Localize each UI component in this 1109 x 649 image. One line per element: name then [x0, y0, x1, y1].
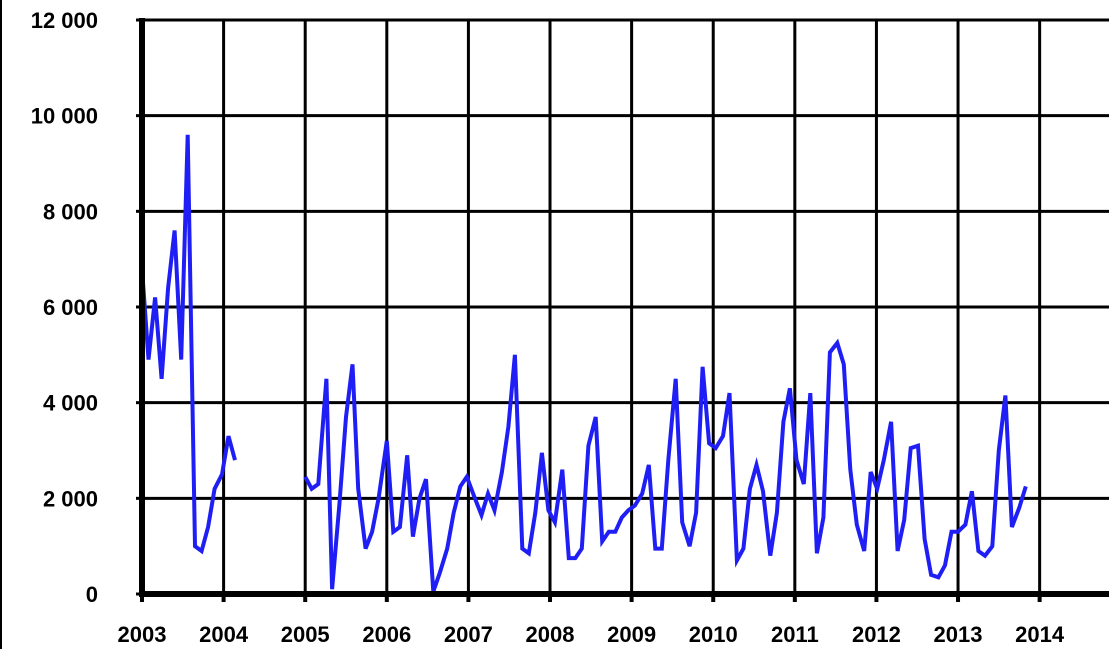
series-line-segment	[140, 134, 237, 555]
y-tick-label: 0	[86, 582, 98, 607]
y-tick-label: 8 000	[43, 199, 98, 224]
x-tick-label: 2005	[281, 622, 330, 647]
series-line-segment	[303, 338, 1028, 593]
x-tick-label: 2003	[118, 622, 167, 647]
x-tick-label: 2008	[526, 622, 575, 647]
tick-labels: 0 2 000 4 000 6 000 8 000 10 000 12 000 2003 200…	[31, 8, 1065, 647]
y-tick-label: 10 000	[31, 104, 98, 129]
x-tick-label: 2014	[1015, 622, 1065, 647]
x-tick-label: 2010	[689, 622, 738, 647]
x-tick-label: 2009	[607, 622, 656, 647]
axes	[136, 18, 1109, 602]
x-tick-label: 2011	[771, 622, 819, 647]
x-tick-label: 2006	[362, 622, 411, 647]
gridlines	[142, 18, 1109, 594]
y-tick-label: 12 000	[31, 8, 98, 33]
y-tick-label: 2 000	[43, 486, 98, 511]
y-tick-label: 4 000	[43, 391, 98, 416]
x-tick-label: 2007	[444, 622, 493, 647]
x-tick-label: 2013	[934, 622, 983, 647]
x-tick-label: 2004	[199, 622, 249, 647]
y-tick-label: 6 000	[43, 295, 98, 320]
x-tick-label: 2012	[852, 622, 901, 647]
series-line	[140, 134, 1028, 593]
